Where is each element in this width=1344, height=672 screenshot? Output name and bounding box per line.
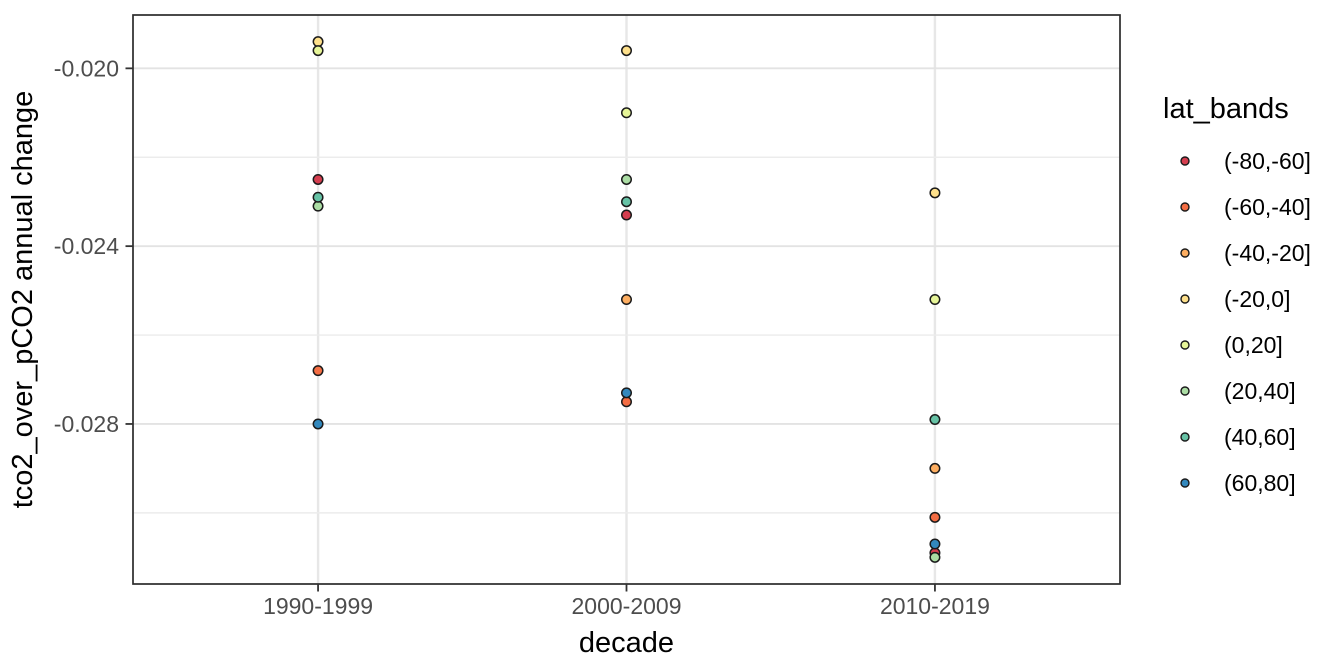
legend-item-label: (20,40] bbox=[1224, 378, 1296, 404]
legend-key-dot bbox=[1180, 432, 1190, 442]
data-point bbox=[312, 191, 324, 203]
data-point bbox=[929, 551, 941, 563]
data-point bbox=[312, 36, 324, 48]
data-point bbox=[621, 396, 632, 408]
data-point bbox=[312, 365, 324, 377]
data-point bbox=[621, 45, 632, 57]
data-point bbox=[929, 187, 941, 199]
x-tick-label: 1990-1999 bbox=[263, 593, 373, 619]
y-tick-label: -0.028 bbox=[54, 411, 119, 437]
legend-title: lat_bands bbox=[1163, 93, 1289, 125]
legend-key-dot bbox=[1180, 202, 1190, 212]
legend: lat_bands (-80,-60] (-60,-40] (-40,-20] (-2… bbox=[1163, 93, 1311, 496]
data-point bbox=[621, 387, 632, 399]
legend-key-dot bbox=[1180, 340, 1190, 350]
legend-item-label: (60,80] bbox=[1224, 470, 1296, 496]
legend-key-dot bbox=[1180, 478, 1190, 488]
legend-key-dot bbox=[1180, 386, 1190, 396]
axis-layer: -0.020 -0.024 -0.028 1990-1999 2000-2009 2010… bbox=[54, 55, 990, 619]
y-tick-label: -0.024 bbox=[54, 233, 119, 259]
points-layer bbox=[312, 36, 941, 563]
data-point bbox=[929, 538, 941, 550]
legend-item-label: (-80,-60] bbox=[1224, 148, 1311, 174]
x-tick-label: 2010-2019 bbox=[880, 593, 990, 619]
data-point bbox=[621, 196, 632, 208]
data-point bbox=[312, 173, 324, 185]
data-point bbox=[929, 462, 941, 474]
data-point bbox=[929, 511, 941, 523]
data-point bbox=[621, 107, 632, 119]
legend-key-dot bbox=[1180, 156, 1190, 166]
legend-item-label: (40,60] bbox=[1224, 424, 1296, 450]
x-axis-title: decade bbox=[579, 627, 674, 659]
legend-key-dot bbox=[1180, 248, 1190, 258]
legend-items: (-80,-60] (-60,-40] (-40,-20] (-20,0] (0,20]… bbox=[1180, 148, 1311, 496]
legend-item-label: (-40,-20] bbox=[1224, 240, 1311, 266]
legend-item-label: (0,20] bbox=[1224, 332, 1283, 358]
legend-key-dot bbox=[1180, 294, 1190, 304]
data-point bbox=[312, 45, 324, 57]
data-point bbox=[929, 414, 941, 426]
legend-item-label: (-20,0] bbox=[1224, 286, 1290, 312]
legend-item-label: (-60,-40] bbox=[1224, 194, 1311, 220]
data-point bbox=[929, 294, 941, 305]
y-axis-title: tco2_over_pCO2 annual change bbox=[7, 91, 39, 509]
x-tick-label: 2000-2009 bbox=[572, 593, 682, 619]
data-point bbox=[312, 418, 324, 430]
y-tick-label: -0.020 bbox=[54, 55, 119, 81]
data-point bbox=[621, 209, 632, 221]
data-point bbox=[621, 173, 632, 185]
data-point bbox=[312, 200, 324, 212]
data-point bbox=[621, 294, 632, 305]
